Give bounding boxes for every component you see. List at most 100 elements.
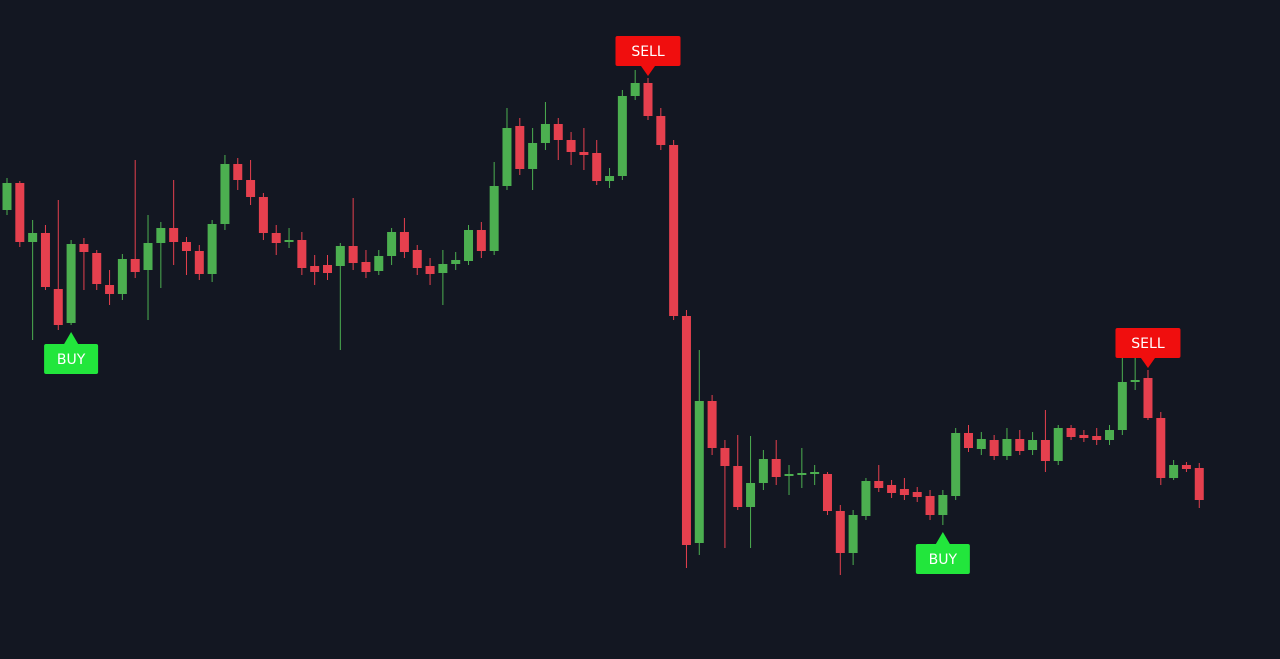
candle-body [143,243,153,270]
candle-body [220,164,230,224]
candle-body [181,242,191,251]
candle-body [1194,468,1204,500]
candle-body [707,401,717,448]
candle-body [348,246,358,263]
candle-body [1117,382,1127,430]
candle-body [79,244,89,252]
candle-body [848,515,858,553]
candle-body [1079,435,1089,438]
candle-body [1028,440,1038,450]
signal-box [64,332,79,344]
candle-body [758,459,768,483]
candle-body [489,186,499,251]
signal-box [615,36,681,66]
candle-body [66,244,76,323]
signal-label: SELL [631,44,665,60]
signal-box [1115,328,1181,358]
candle-body [284,240,294,242]
signal-box [935,532,950,544]
candle-body [938,495,948,515]
signal-label: BUY [57,352,86,368]
candle-body [656,116,666,145]
candle-body [207,224,217,274]
candle-body [1015,439,1025,451]
candle-body [887,485,897,493]
candle-body [925,496,935,515]
candle-body [874,481,884,488]
candle-body [323,265,332,273]
candle-body [246,180,256,197]
candle-body [694,401,704,543]
candle-body [425,266,435,274]
candle-body [553,124,563,140]
candle-body [502,128,512,186]
candle-body [399,232,409,252]
candle-body [1156,418,1166,478]
candle-body [1130,380,1140,382]
candle-body [40,233,50,287]
candle-body [1105,430,1115,440]
candle-body [733,466,743,507]
candle-body [861,481,871,516]
candle-body [271,233,281,243]
candle-body [771,459,781,477]
signal-box [1140,358,1155,368]
candle-body [964,433,973,448]
candle-body [1053,428,1063,461]
signal-box [641,66,655,76]
signal-box [44,344,99,374]
candle-body [361,262,371,272]
candle-body [566,140,576,152]
candle-body [258,197,268,233]
candle-body [1040,440,1050,461]
candle-body [1181,465,1191,469]
candle-body [15,183,25,242]
candle-body [515,126,525,169]
candle-body [156,228,166,243]
candle-body [797,473,807,475]
candle-body [92,253,102,284]
candle-body [194,251,204,274]
candle-body [669,145,679,316]
candle-body [1143,378,1153,418]
candle-body [912,492,922,497]
candle-body [630,83,640,96]
signal-label: SELL [1131,336,1165,352]
candle-body [899,489,909,495]
candle-body [784,474,794,476]
candle-body [592,153,602,181]
candle-body [1002,439,1012,456]
candle-body [1092,436,1102,440]
candle-body [579,152,589,155]
candle-body [528,143,538,169]
candle-body [540,124,550,143]
candle-body [105,285,115,294]
candle-body [53,289,63,325]
candle-body [335,246,345,266]
candle-body [387,232,397,256]
candle-body [374,256,384,271]
candle-body [810,472,820,474]
candle-body [617,96,627,176]
candle-body [169,228,179,242]
candle-body [720,448,730,466]
candle-body [438,264,448,273]
candle-body [412,250,422,268]
candle-body [310,266,320,272]
candle-body [451,260,461,264]
candle-body [464,230,474,261]
candle-body [28,233,38,242]
candle-body [989,440,999,456]
candle-body [1169,465,1179,478]
candle-body [643,83,653,116]
candle-body [681,316,691,545]
candle-body [605,176,615,181]
candle-body [835,511,845,553]
candle-body [117,259,127,294]
candle-body [476,230,486,251]
candle-body [976,439,986,449]
candle-body [233,164,243,180]
signal-box [915,544,970,574]
